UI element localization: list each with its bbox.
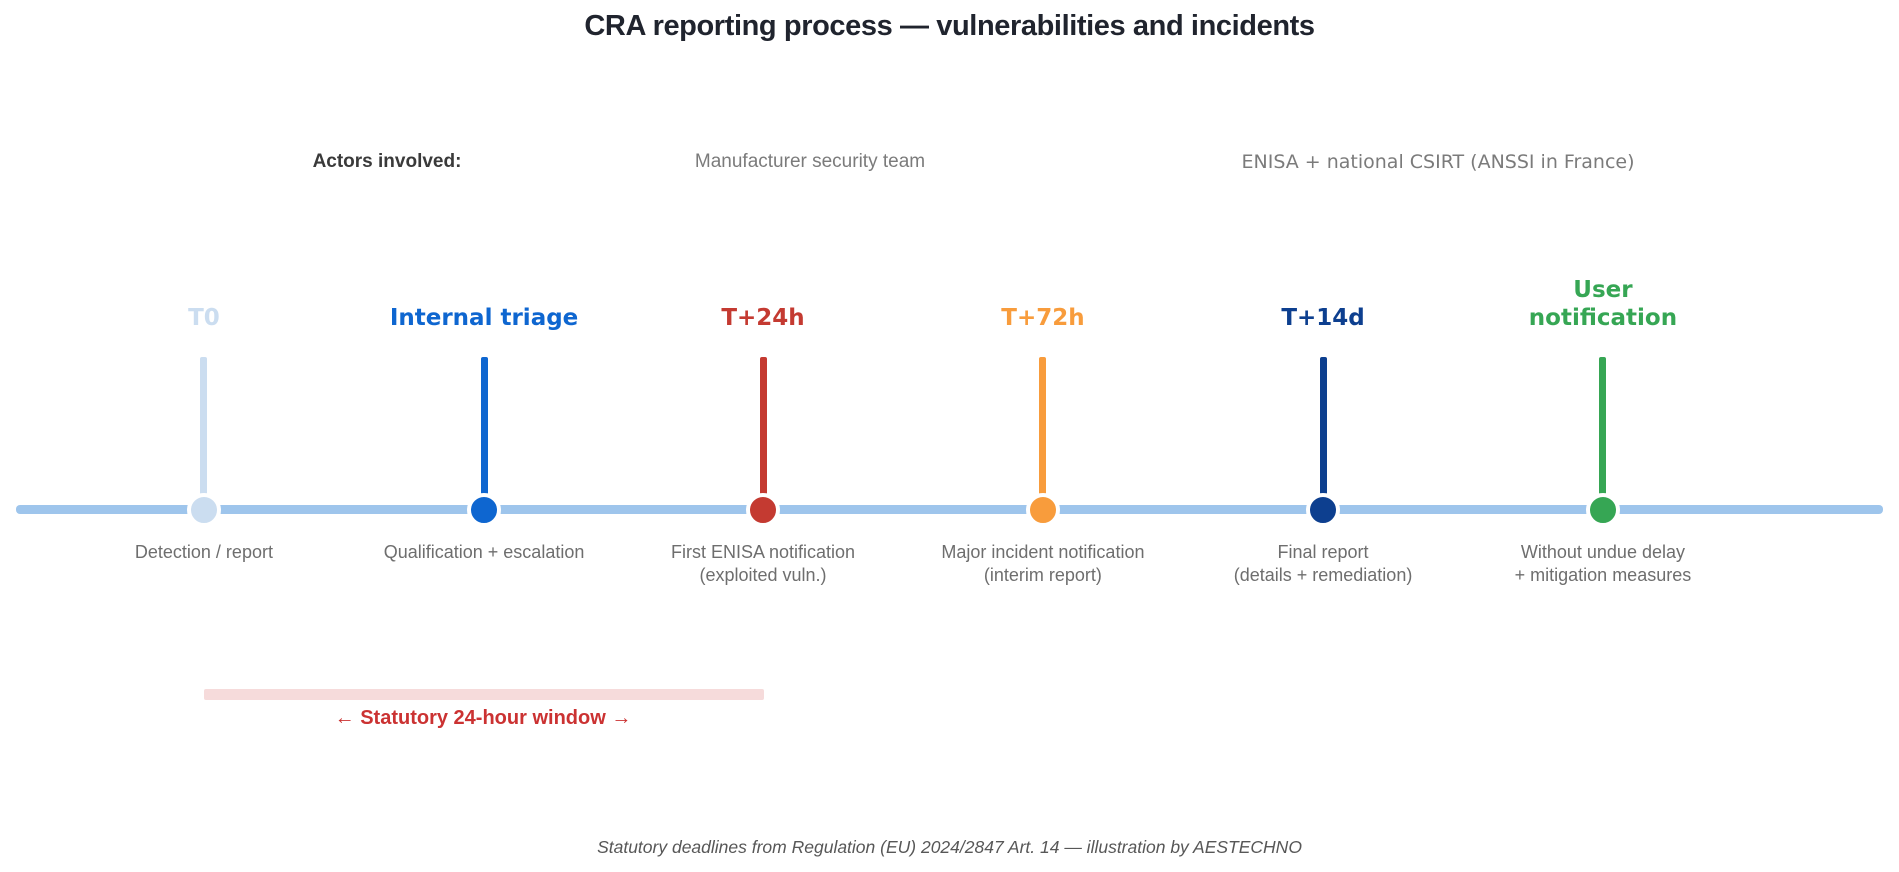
milestone-label: T+72h xyxy=(1001,304,1085,331)
statutory-window-bar xyxy=(204,689,764,700)
milestone-dot xyxy=(1585,493,1620,527)
milestone-dot xyxy=(1306,493,1341,527)
timeline-axis xyxy=(16,505,1883,514)
milestone-dot xyxy=(746,493,781,527)
milestone-dot xyxy=(1025,493,1060,527)
milestone-stem xyxy=(1599,357,1607,498)
milestone-description: Final report (details + remediation) xyxy=(1233,542,1413,586)
milestone-dot xyxy=(186,493,221,527)
milestone-stem xyxy=(759,357,767,498)
milestone-label: User notification xyxy=(1528,276,1678,331)
milestone-label: T+14d xyxy=(1281,304,1365,331)
footer-note: Statutory deadlines from Regulation (EU)… xyxy=(597,837,1302,857)
actor-manufacturer: Manufacturer security team xyxy=(694,151,926,172)
actor-authorities: ENISA + national CSIRT (ANSSI in France) xyxy=(1241,151,1635,173)
milestone-description: Without undue delay + mitigation measure… xyxy=(1514,542,1692,586)
milestone-label: Internal triage xyxy=(389,304,579,331)
milestone-stem xyxy=(200,357,208,498)
milestone-stem xyxy=(1039,357,1047,498)
milestone-description: First ENISA notification (exploited vuln… xyxy=(670,542,856,586)
milestone-stem xyxy=(1319,357,1327,498)
statutory-window-label: ← Statutory 24-hour window → xyxy=(334,707,632,729)
milestone-dot xyxy=(467,493,502,527)
milestone-stem xyxy=(480,357,488,498)
milestone-label: T0 xyxy=(188,304,220,331)
milestone-description: Detection / report xyxy=(134,542,273,562)
page-title: CRA reporting process — vulnerabilities … xyxy=(584,10,1315,42)
actors-label: Actors involved: xyxy=(312,151,462,172)
milestone-label: T+24h xyxy=(721,304,805,331)
milestone-description: Major incident notification (interim rep… xyxy=(941,542,1145,586)
milestone-description: Qualification + escalation xyxy=(383,542,585,562)
